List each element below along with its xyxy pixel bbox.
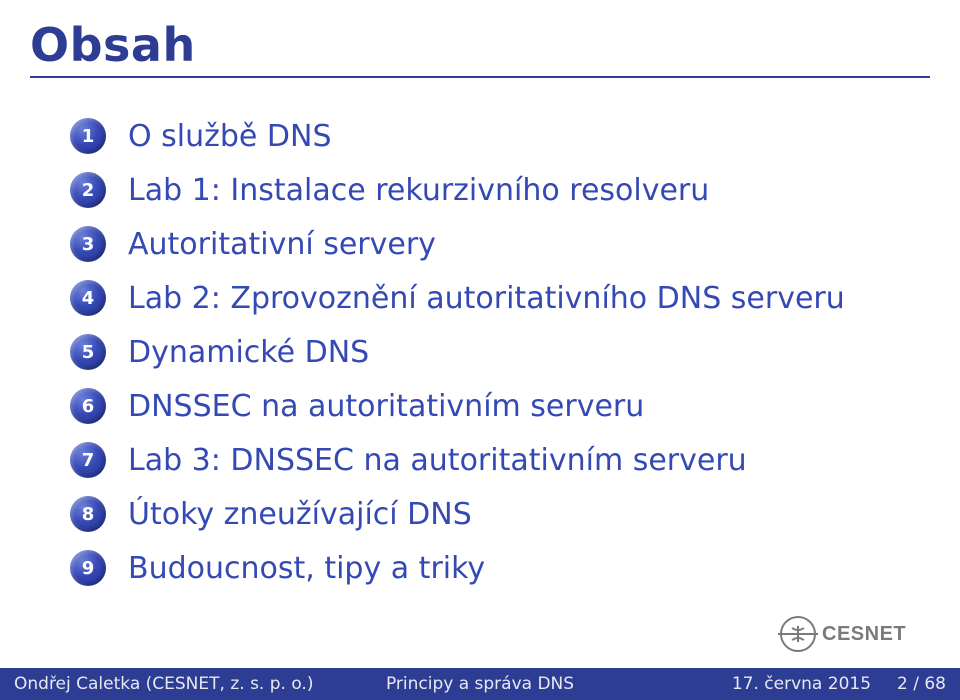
title-rule: [30, 76, 930, 78]
toc-label: Lab 2: Zprovoznění autoritativního DNS s…: [128, 281, 845, 316]
toc-label: DNSSEC na autoritativním serveru: [128, 389, 644, 424]
toc-item[interactable]: 1 O službě DNS: [70, 118, 930, 154]
toc-bullet: 5: [70, 334, 106, 370]
org-logo: CESNET: [780, 614, 930, 654]
toc-label: Útoky zneužívající DNS: [128, 497, 472, 532]
slide: Obsah 1 O službě DNS 2 Lab 1: Instalace …: [0, 0, 960, 700]
toc-label: Dynamické DNS: [128, 335, 369, 370]
globe-icon: [780, 616, 816, 652]
logo-text: CESNET: [822, 623, 906, 646]
toc-content: 1 O službě DNS 2 Lab 1: Instalace rekurz…: [0, 84, 960, 586]
toc-label: Lab 1: Instalace rekurzivního resolveru: [128, 173, 709, 208]
toc-bullet: 3: [70, 226, 106, 262]
toc-list: 1 O službě DNS 2 Lab 1: Instalace rekurz…: [70, 118, 930, 586]
footer-date: 17. června 2015: [732, 674, 871, 694]
toc-bullet: 6: [70, 388, 106, 424]
toc-item[interactable]: 9 Budoucnost, tipy a triky: [70, 550, 930, 586]
toc-item[interactable]: 4 Lab 2: Zprovoznění autoritativního DNS…: [70, 280, 930, 316]
toc-label: O službě DNS: [128, 119, 332, 154]
toc-bullet: 9: [70, 550, 106, 586]
toc-item[interactable]: 8 Útoky zneužívající DNS: [70, 496, 930, 532]
footer-bar: Ondřej Caletka (CESNET, z. s. p. o.) Pri…: [0, 668, 960, 700]
page-title: Obsah: [30, 18, 930, 72]
footer-author: Ondřej Caletka (CESNET, z. s. p. o.): [0, 674, 313, 694]
toc-item[interactable]: 6 DNSSEC na autoritativním serveru: [70, 388, 930, 424]
toc-item[interactable]: 5 Dynamické DNS: [70, 334, 930, 370]
toc-bullet: 4: [70, 280, 106, 316]
toc-item[interactable]: 7 Lab 3: DNSSEC na autoritativním server…: [70, 442, 930, 478]
toc-item[interactable]: 3 Autoritativní servery: [70, 226, 930, 262]
toc-bullet: 2: [70, 172, 106, 208]
toc-label: Lab 3: DNSSEC na autoritativním serveru: [128, 443, 747, 478]
toc-label: Budoucnost, tipy a triky: [128, 551, 485, 586]
toc-label: Autoritativní servery: [128, 227, 436, 262]
footer-title: Principy a správa DNS: [386, 674, 574, 694]
title-area: Obsah: [0, 0, 960, 84]
toc-bullet: 8: [70, 496, 106, 532]
footer-page: 2 / 68: [897, 674, 946, 694]
toc-item[interactable]: 2 Lab 1: Instalace rekurzivního resolver…: [70, 172, 930, 208]
toc-bullet: 7: [70, 442, 106, 478]
toc-bullet: 1: [70, 118, 106, 154]
